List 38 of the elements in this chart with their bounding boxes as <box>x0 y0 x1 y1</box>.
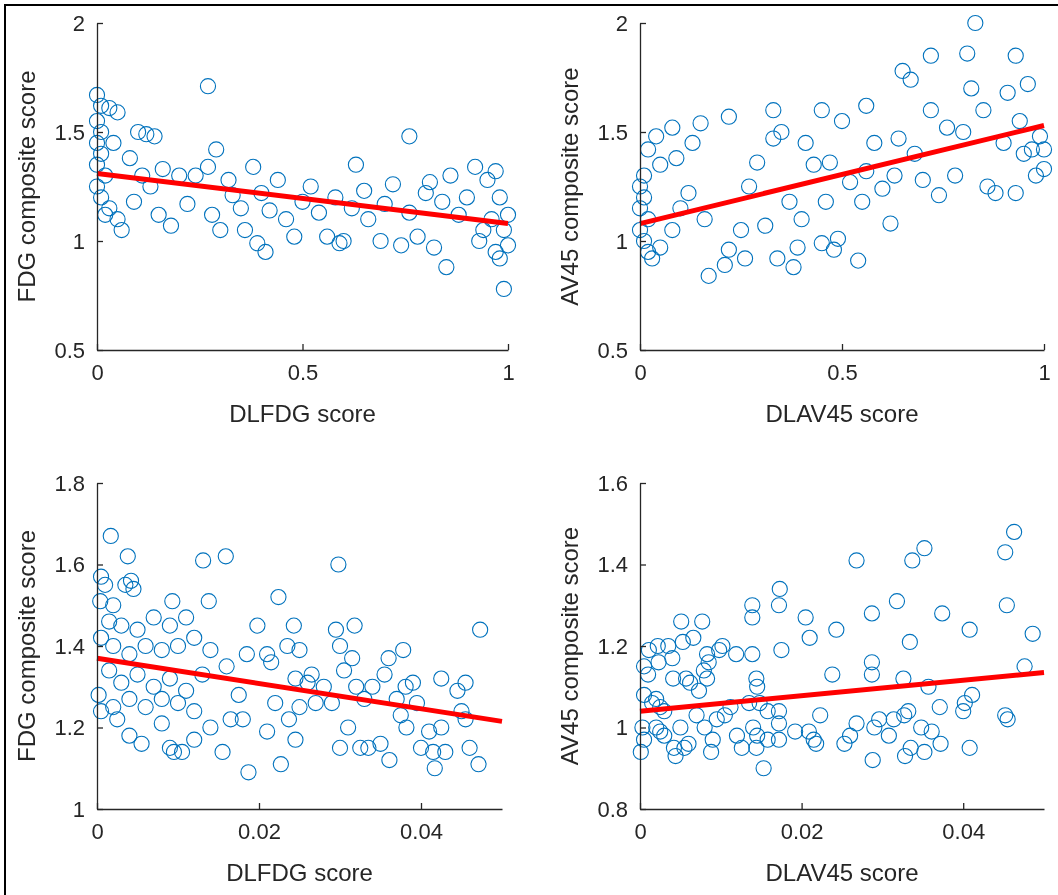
y-tick-label: 1.8 <box>54 470 85 496</box>
y-tick-label: 2 <box>615 10 628 36</box>
y-tick-label: 1.5 <box>597 119 628 145</box>
x-tick-label: 0.02 <box>780 818 824 844</box>
x-axis-title: DLAV45 score <box>765 859 919 886</box>
y-tick-label: 1.5 <box>54 119 85 145</box>
y-tick-label: 1.2 <box>54 715 85 741</box>
y-tick-label: 1 <box>615 228 628 254</box>
x-tick-label: 0.04 <box>400 818 443 844</box>
x-tick-label: 0.02 <box>238 818 281 844</box>
x-tick-label: 1 <box>502 359 515 385</box>
y-tick-label: 0.5 <box>597 337 628 363</box>
y-tick-label: 1.6 <box>54 552 85 578</box>
x-tick-label: 0 <box>634 359 647 385</box>
x-axis-title: DLFDG score <box>229 400 376 427</box>
y-axis-title: AV45 composite score <box>556 67 583 306</box>
y-tick-label: 1.6 <box>597 470 628 496</box>
y-tick-label: 0.5 <box>54 337 85 363</box>
y-tick-label: 1.4 <box>54 633 85 659</box>
y-axis-title: FDG composite score <box>13 529 40 763</box>
y-tick-label: 0.8 <box>597 796 628 822</box>
x-tick-label: 0.04 <box>942 818 986 844</box>
x-tick-label: 1 <box>1038 359 1051 385</box>
y-tick-label: 1.2 <box>597 633 628 659</box>
x-tick-label: 0 <box>91 359 104 385</box>
y-axis-title: AV45 composite score <box>556 526 583 766</box>
y-tick-label: 1 <box>72 796 85 822</box>
y-tick-label: 2 <box>72 10 85 36</box>
x-axis-title: DLFDG score <box>226 859 373 886</box>
y-axis-title: FDG composite score <box>13 70 40 303</box>
x-tick-label: 0 <box>91 818 104 844</box>
y-tick-label: 1 <box>615 715 628 741</box>
x-tick-label: 0.5 <box>287 359 319 385</box>
y-tick-label: 1.4 <box>597 552 628 578</box>
y-tick-label: 1 <box>72 228 85 254</box>
x-tick-label: 0 <box>634 818 647 844</box>
x-tick-label: 0.5 <box>827 359 858 385</box>
x-axis-title: DLAV45 score <box>765 400 919 427</box>
